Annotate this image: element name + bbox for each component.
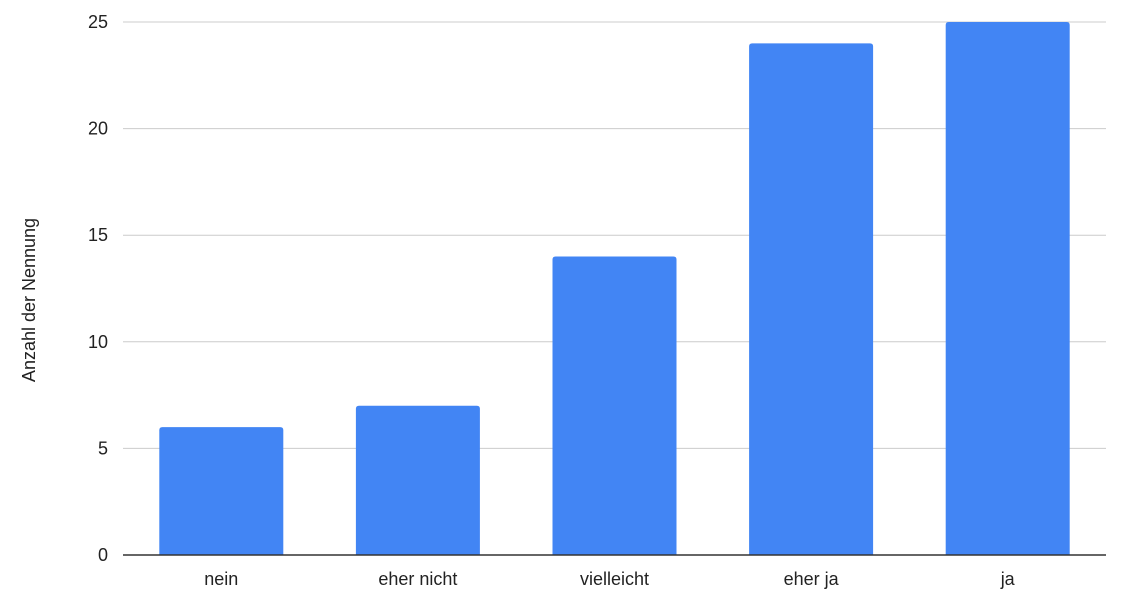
x-tick-label-eher-ja: eher ja — [784, 569, 840, 589]
y-tick-label-15: 15 — [88, 225, 108, 245]
bar-vielleicht — [552, 256, 677, 555]
y-axis-title: Anzahl der Nennung — [19, 218, 39, 382]
x-tick-label-vielleicht: vielleicht — [580, 569, 649, 589]
bar-eher-nicht — [355, 405, 480, 555]
bar-nein — [159, 427, 284, 555]
y-tick-label-0: 0 — [98, 545, 108, 565]
y-tick-label-20: 20 — [88, 119, 108, 139]
y-tick-label-5: 5 — [98, 438, 108, 458]
x-tick-label-ja: ja — [1000, 569, 1016, 589]
bar-eher-ja — [749, 43, 874, 555]
y-tick-label-25: 25 — [88, 12, 108, 32]
x-tick-labels: nein eher nicht vielleicht eher ja ja — [204, 569, 1015, 589]
x-tick-label-nein: nein — [204, 569, 238, 589]
bars — [159, 22, 1070, 555]
y-tick-labels: 0 5 10 15 20 25 — [88, 12, 108, 565]
x-tick-label-eher-nicht: eher nicht — [378, 569, 457, 589]
gridlines — [123, 21, 1106, 449]
y-tick-label-10: 10 — [88, 332, 108, 352]
bar-ja — [945, 22, 1070, 555]
